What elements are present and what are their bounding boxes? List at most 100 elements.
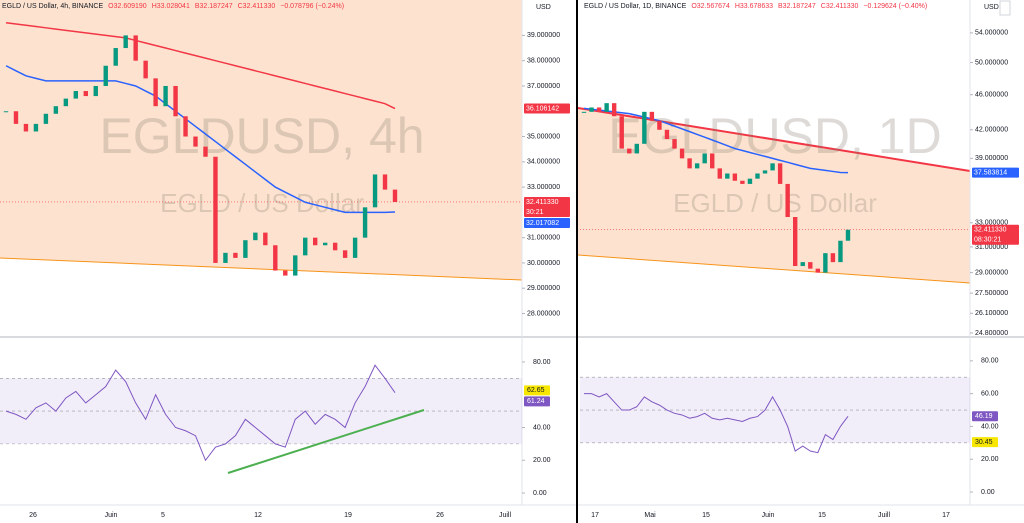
channel-line xyxy=(0,257,523,281)
candle-body xyxy=(223,252,228,263)
candle-body xyxy=(43,113,49,124)
price-tag-label: 37.583814 xyxy=(974,169,1007,176)
candle-body xyxy=(649,111,655,121)
candle-body xyxy=(303,237,308,256)
candle-body xyxy=(153,78,158,107)
x-tick-label: 5 xyxy=(161,512,165,519)
candle-body xyxy=(103,65,108,86)
rsi-tag xyxy=(972,411,998,422)
y-tick-label: 33.000000 xyxy=(527,184,560,191)
candle-body xyxy=(362,207,368,238)
candle-body xyxy=(710,153,715,169)
candle-body xyxy=(830,253,836,263)
candle-body xyxy=(3,111,9,113)
candle-body xyxy=(213,156,218,263)
watermark-subtitle: EGLD / US Dollar xyxy=(673,188,877,218)
moving-average xyxy=(5,65,396,214)
x-tick-label: Juill xyxy=(499,512,512,519)
y-tick-label: 80.00 xyxy=(981,358,999,365)
candle-body xyxy=(604,103,609,112)
price-tag-label: 32.017082 xyxy=(526,220,559,227)
x-tick-label: 26 xyxy=(436,512,444,519)
y-tick-label: 24.800000 xyxy=(975,330,1008,337)
open: O32.609190 xyxy=(108,3,147,10)
countdown: 08:30:21 xyxy=(974,237,1001,244)
y-tick-label: 54.000000 xyxy=(975,30,1008,37)
close: C32.411330 xyxy=(237,3,276,10)
candle-body xyxy=(293,255,298,276)
close: C32.411330 xyxy=(820,3,859,10)
y-tick-label: 37.000000 xyxy=(527,83,560,90)
y-tick-label: 31.000000 xyxy=(975,244,1008,251)
x-tick-label: 15 xyxy=(818,512,826,519)
candle-body xyxy=(183,116,188,137)
candle-body xyxy=(23,123,29,132)
x-tick-label: 19 xyxy=(344,512,352,519)
candle-body xyxy=(83,91,88,97)
rsi-tag-label: 46.19 xyxy=(975,413,993,420)
currency: USD xyxy=(984,4,999,11)
watermark-subtitle: EGLD / US Dollar xyxy=(160,188,364,218)
y-tick-label: 29.000000 xyxy=(975,269,1008,276)
candle-body xyxy=(233,252,238,258)
candle-body xyxy=(845,229,851,241)
y-tick-label: 26.100000 xyxy=(975,310,1008,317)
y-tick-label: 80.00 xyxy=(533,359,551,366)
rsi-line xyxy=(5,364,396,462)
y-tick-label: 30.000000 xyxy=(527,260,560,267)
candle-body xyxy=(332,242,338,251)
candle-body xyxy=(642,111,647,144)
candle-body xyxy=(581,111,587,113)
low: B32.187247 xyxy=(778,3,816,10)
watermark-title: EGLDUSD, 1D xyxy=(608,108,941,164)
candle-body xyxy=(679,148,685,159)
candle-body xyxy=(634,143,639,154)
candle-body xyxy=(283,270,288,276)
x-tick-label: Mai xyxy=(644,512,656,519)
candle-body xyxy=(777,163,783,184)
candle-body xyxy=(838,240,843,263)
toolbar-icon[interactable] xyxy=(999,0,1011,16)
rsi-trend-line xyxy=(227,409,425,474)
candle-body xyxy=(596,107,602,112)
symbol: EGLD / US Dollar, 4h, BINANCE xyxy=(2,3,104,10)
moving-average xyxy=(583,107,849,174)
channel-fill xyxy=(578,108,970,283)
price-tag xyxy=(524,103,570,114)
candle-body xyxy=(193,136,198,147)
candle-body xyxy=(163,85,168,107)
right-header: EGLD / US Dollar, 1D, BINANCE O32.567674… xyxy=(584,3,927,10)
candle-body xyxy=(657,120,662,130)
high: H33.028041 xyxy=(151,3,190,10)
y-tick-label: 38.000000 xyxy=(527,58,560,65)
y-tick-label: 50.000000 xyxy=(975,59,1008,66)
y-tick-label: 20.00 xyxy=(981,456,999,463)
candle-body xyxy=(702,153,707,164)
rsi-tag-label: 62.65 xyxy=(527,387,545,394)
low: B32.187247 xyxy=(194,3,233,10)
candle-body xyxy=(352,237,358,258)
candle-body xyxy=(113,48,118,66)
y-tick-label: 35.000000 xyxy=(527,133,560,140)
candle-body xyxy=(785,183,790,217)
candle-body xyxy=(747,178,753,184)
y-tick-label: 33.000000 xyxy=(975,220,1008,227)
candle-body xyxy=(203,146,208,157)
candle-body xyxy=(823,253,828,273)
candle-body xyxy=(73,91,79,99)
rsi-tag xyxy=(972,437,998,448)
x-tick-label: 17 xyxy=(591,512,599,519)
y-tick-label: 0.00 xyxy=(533,490,547,497)
candle-body xyxy=(770,163,775,171)
countdown: 30:21 xyxy=(526,209,544,216)
candle-body xyxy=(627,148,632,154)
x-tick-label: 17 xyxy=(942,512,950,519)
candle-body xyxy=(815,268,821,273)
left-header: EGLD / US Dollar, 4h, BINANCE O32.609190… xyxy=(2,3,344,10)
y-tick-label: 34.000000 xyxy=(527,159,560,166)
candle-body xyxy=(725,173,730,179)
candle-body xyxy=(589,107,594,112)
rsi-tag xyxy=(524,396,550,407)
